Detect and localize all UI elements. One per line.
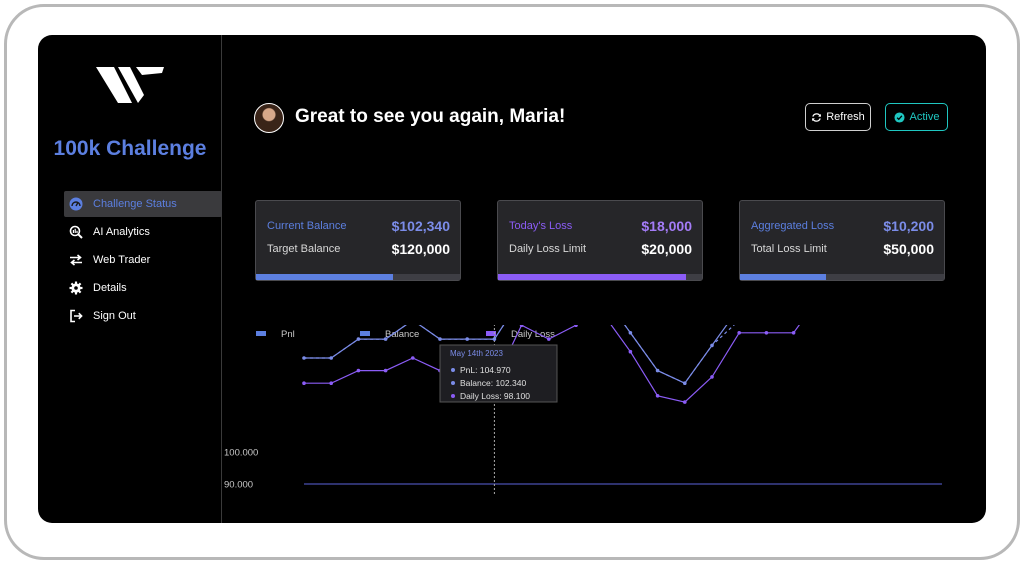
sidebar-item-label: AI Analytics xyxy=(93,226,150,238)
avatar[interactable] xyxy=(254,103,284,133)
series-point xyxy=(411,356,415,360)
gauge-icon xyxy=(69,197,83,211)
progress-fill xyxy=(498,274,686,280)
refresh-label: Refresh xyxy=(826,111,865,123)
sidebar: 100k Challenge Challenge Status AI Analy… xyxy=(38,35,222,523)
y-tick-label: 90.000 xyxy=(224,480,253,491)
gear-icon xyxy=(69,281,83,295)
greeting-title: Great to see you again, Maria! xyxy=(295,106,566,127)
progress-bar xyxy=(498,274,702,280)
series-point xyxy=(628,349,633,354)
analytics-icon xyxy=(69,225,83,239)
card-sub-label: Total Loss Limit xyxy=(751,243,827,255)
card-aggregated-loss: Aggregated Loss $10,200 Total Loss Limit… xyxy=(739,200,945,281)
tooltip-line: Balance: 102.340 xyxy=(460,378,526,388)
card-sub-label: Target Balance xyxy=(267,243,341,255)
series-point xyxy=(683,400,687,404)
card-sub-value: $20,000 xyxy=(641,241,692,257)
sidebar-item-details[interactable]: Details xyxy=(64,275,222,301)
sidebar-item-sign-out[interactable]: Sign Out xyxy=(64,303,222,329)
refresh-button[interactable]: Refresh xyxy=(805,103,871,131)
sidebar-item-label: Sign Out xyxy=(93,310,136,322)
sidebar-nav: Challenge Status AI Analytics Web Trader… xyxy=(64,191,222,331)
sidebar-item-challenge-status[interactable]: Challenge Status xyxy=(64,191,222,217)
series-point xyxy=(764,331,769,335)
sidebar-item-web-trader[interactable]: Web Trader xyxy=(64,247,222,273)
check-circle-icon xyxy=(893,111,905,123)
refresh-icon xyxy=(812,112,822,122)
tooltip-dot xyxy=(451,394,455,398)
card-sub-value: $50,000 xyxy=(883,241,934,257)
status-active-badge[interactable]: Active xyxy=(885,103,948,131)
progress-bar xyxy=(256,274,460,280)
tooltip-dot xyxy=(451,368,455,372)
swap-icon xyxy=(69,253,83,267)
series-point xyxy=(302,381,306,385)
series-point xyxy=(574,323,578,328)
legend-label: Daily Loss xyxy=(511,329,555,340)
series-point xyxy=(356,368,361,373)
tooltip-line: Daily Loss: 98.100 xyxy=(460,391,530,401)
app-window: 100k Challenge Challenge Status AI Analy… xyxy=(38,35,986,523)
series-point xyxy=(547,337,551,341)
series-point xyxy=(383,337,388,341)
series-point xyxy=(383,368,388,373)
card-sub-label: Daily Loss Limit xyxy=(509,243,587,255)
series-point xyxy=(710,375,714,379)
series-point xyxy=(737,331,741,335)
y-tick-label: 100.000 xyxy=(224,448,258,459)
card-label: Aggregated Loss xyxy=(751,220,835,232)
legend-label: Pnl xyxy=(281,329,295,340)
tooltip-date: May 14th 2023 xyxy=(450,349,503,358)
card-current-balance: Current Balance $102,340 Target Balance … xyxy=(255,200,461,281)
tooltip-line: PnL: 104.970 xyxy=(460,365,511,375)
sidebar-item-label: Challenge Status xyxy=(93,198,177,210)
card-value: $18,000 xyxy=(641,218,692,234)
sign-out-icon xyxy=(69,309,83,323)
brand-title: 100k Challenge xyxy=(53,137,207,160)
tooltip-dot xyxy=(451,381,455,385)
series-point xyxy=(519,323,524,328)
brand-logo xyxy=(96,67,164,103)
series-point xyxy=(791,331,796,335)
card-label: Today's Loss xyxy=(509,220,573,232)
progress-fill xyxy=(740,274,826,280)
progress-fill xyxy=(256,274,393,280)
progress-bar xyxy=(740,274,944,280)
series-point xyxy=(329,381,333,385)
card-label: Current Balance xyxy=(267,220,347,232)
card-sub-value: $120,000 xyxy=(391,241,450,257)
sidebar-item-ai-analytics[interactable]: AI Analytics xyxy=(64,219,222,245)
card-value: $10,200 xyxy=(883,218,934,234)
series-point xyxy=(655,394,660,398)
legend-swatch xyxy=(360,331,370,336)
sidebar-item-label: Web Trader xyxy=(93,254,151,266)
card-todays-loss: Today's Loss $18,000 Daily Loss Limit $2… xyxy=(497,200,703,281)
legend-swatch xyxy=(486,331,496,336)
status-label: Active xyxy=(909,111,940,123)
series-point xyxy=(329,356,333,360)
legend-label: Balance xyxy=(385,329,419,340)
legend-swatch xyxy=(256,331,266,336)
sidebar-item-label: Details xyxy=(93,282,127,294)
series-point xyxy=(492,337,497,341)
chart-tooltip xyxy=(439,344,558,403)
card-value: $102,340 xyxy=(391,218,450,234)
